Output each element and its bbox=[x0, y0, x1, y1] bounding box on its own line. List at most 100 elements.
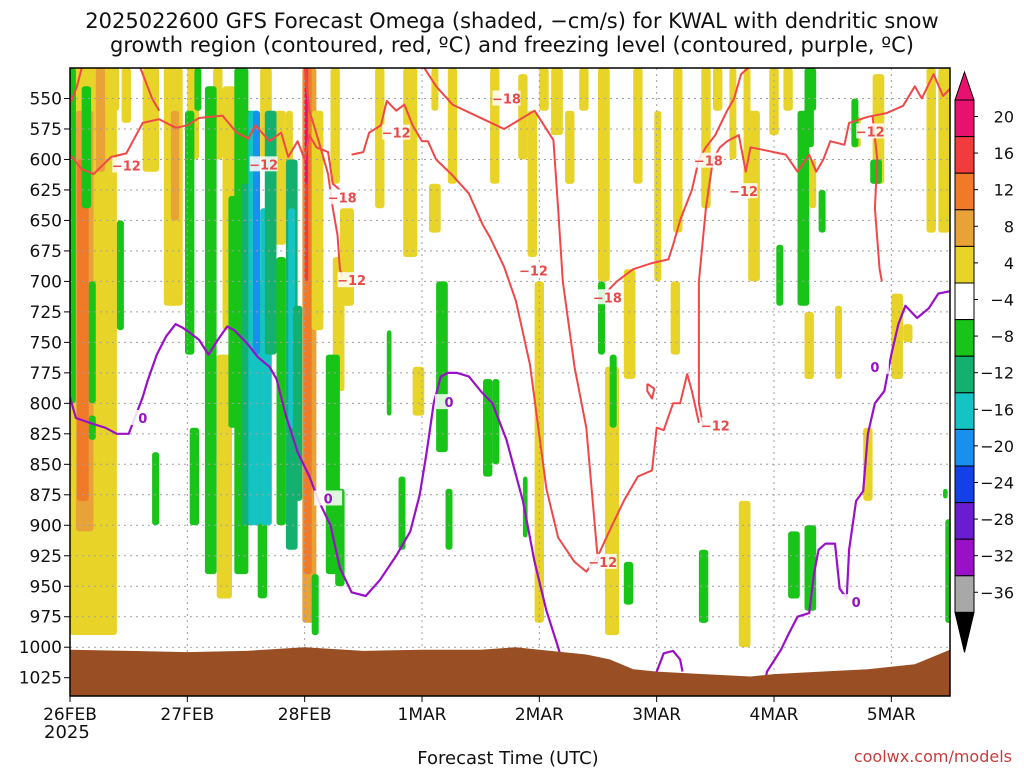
dgz-label: −12 bbox=[729, 185, 758, 200]
dgz-label: −12 bbox=[337, 274, 366, 289]
dgz-label: −18 bbox=[492, 92, 521, 107]
dgz-label: −18 bbox=[694, 155, 723, 170]
y-tick-label: 925 bbox=[30, 547, 62, 567]
freezing-label: 0 bbox=[324, 492, 333, 507]
dgz-label: −12 bbox=[382, 127, 411, 142]
dgz-label: −12 bbox=[249, 158, 278, 173]
omega-cell bbox=[81, 86, 92, 209]
y-tick-label: 675 bbox=[30, 242, 62, 262]
omega-cell bbox=[891, 293, 903, 379]
freezing-label-bg bbox=[128, 409, 157, 425]
x-tick-label: 3MAR bbox=[632, 705, 681, 725]
colorbar: 20 16 12 8 4 −4 −8 −12 −16 −20 −24 −28 −32 −36 bbox=[954, 70, 1014, 653]
omega-cell bbox=[527, 110, 537, 257]
omega-cell bbox=[142, 68, 160, 172]
colorbar-tick-label: 20 bbox=[994, 107, 1014, 126]
omega-cell bbox=[769, 68, 779, 136]
omega-cell bbox=[210, 183, 216, 209]
dgz-label: −18 bbox=[593, 291, 622, 306]
omega-cell bbox=[398, 476, 406, 550]
colorbar-swatch bbox=[954, 392, 975, 430]
colorbar-swatch bbox=[954, 209, 975, 247]
y-tick-label: 650 bbox=[30, 211, 62, 231]
grid-lines bbox=[70, 68, 950, 696]
omega-cell bbox=[253, 110, 260, 355]
colorbar-swatch bbox=[954, 99, 975, 138]
y-tick-label: 875 bbox=[30, 486, 62, 506]
omega-cell bbox=[311, 574, 319, 636]
dgz-contour bbox=[70, 68, 83, 105]
x-tick-label: 27FEB bbox=[160, 705, 214, 725]
dgz-contour bbox=[646, 382, 656, 400]
omega-cell bbox=[598, 68, 610, 282]
omega-cell bbox=[189, 427, 200, 526]
y-tick-label: 700 bbox=[30, 272, 62, 292]
x-axis: 26FEB 27FEB 28FEB 1MAR 2MAR 3MAR 4MAR 5MAR bbox=[43, 696, 916, 725]
colorbar-tick-label: −4 bbox=[990, 290, 1014, 309]
dgz-contour bbox=[351, 99, 700, 573]
omega-cell bbox=[276, 257, 286, 526]
omega-cell bbox=[194, 68, 202, 111]
x-tick-label: 26FEB bbox=[43, 705, 97, 725]
dgz-label: −12 bbox=[856, 125, 885, 140]
dgz-label: −12 bbox=[588, 556, 617, 571]
y-tick-label: 800 bbox=[30, 394, 62, 414]
omega-cell bbox=[185, 110, 195, 355]
freezing-contour bbox=[70, 323, 576, 696]
dgz-label-bg bbox=[856, 123, 885, 139]
dgz-label-bg bbox=[588, 553, 617, 569]
colorbar-tick-label: −36 bbox=[980, 583, 1014, 602]
dgz-label-bg bbox=[694, 152, 723, 168]
dgz-contour bbox=[697, 73, 950, 282]
omega-cell bbox=[809, 159, 817, 209]
freezing-label: 0 bbox=[444, 396, 453, 411]
omega-cell bbox=[330, 68, 340, 184]
omega-cell bbox=[77, 159, 89, 501]
colorbar-tick-label: −28 bbox=[980, 510, 1014, 529]
omega-cell bbox=[633, 68, 643, 184]
colorbar-tick-label: −20 bbox=[980, 437, 1014, 456]
omega-cell bbox=[938, 68, 950, 233]
omega-cell bbox=[431, 68, 439, 111]
colorbar-tick-label: −12 bbox=[980, 364, 1014, 383]
dgz-label-bg bbox=[249, 156, 278, 172]
colorbar-swatch bbox=[954, 355, 975, 394]
dgz-label: −12 bbox=[701, 419, 730, 434]
dgz-label: −18 bbox=[328, 191, 357, 206]
omega-cell bbox=[565, 110, 575, 184]
plot-background bbox=[70, 68, 950, 696]
omega-cell bbox=[152, 452, 160, 526]
colorbar-swatch bbox=[954, 502, 975, 540]
y-tick-label: 900 bbox=[30, 516, 62, 536]
colorbar-top-arrow bbox=[954, 70, 975, 101]
contour-labels: −12 −12 −12 −18 −12 −18 −12 −18 −12 −18 −12 −12 −12 0… bbox=[112, 90, 889, 611]
omega-cell bbox=[121, 68, 131, 123]
omega-cell bbox=[783, 68, 793, 111]
dgz-label-bg bbox=[729, 183, 758, 199]
dgz-label-bg bbox=[112, 157, 141, 173]
x-tick-label: 2MAR bbox=[515, 705, 564, 725]
x-tick-label: 4MAR bbox=[750, 705, 799, 725]
contours bbox=[70, 68, 950, 696]
omega-cell bbox=[70, 68, 76, 404]
x-tick-label: 5MAR bbox=[867, 705, 916, 725]
omega-cell bbox=[945, 519, 950, 623]
credit-text: coolwx.com/models bbox=[854, 747, 1012, 766]
omega-cell bbox=[788, 531, 800, 599]
omega-cell bbox=[776, 244, 784, 306]
dgz-label-bg bbox=[492, 90, 521, 106]
y-tick-label: 825 bbox=[30, 425, 62, 445]
omega-cell bbox=[436, 281, 448, 453]
colorbar-tick-label: −24 bbox=[980, 473, 1014, 492]
omega-cell bbox=[903, 324, 913, 343]
omega-cell bbox=[292, 305, 303, 501]
omega-cell bbox=[216, 354, 232, 599]
y-tick-label: 1025 bbox=[19, 669, 62, 689]
y-tick-label: 725 bbox=[30, 303, 62, 323]
omega-cell bbox=[943, 488, 948, 499]
omega-cell bbox=[412, 366, 425, 416]
dgz-label-bg bbox=[337, 272, 366, 288]
omega-cell bbox=[429, 183, 441, 233]
dgz-contour bbox=[423, 68, 599, 562]
